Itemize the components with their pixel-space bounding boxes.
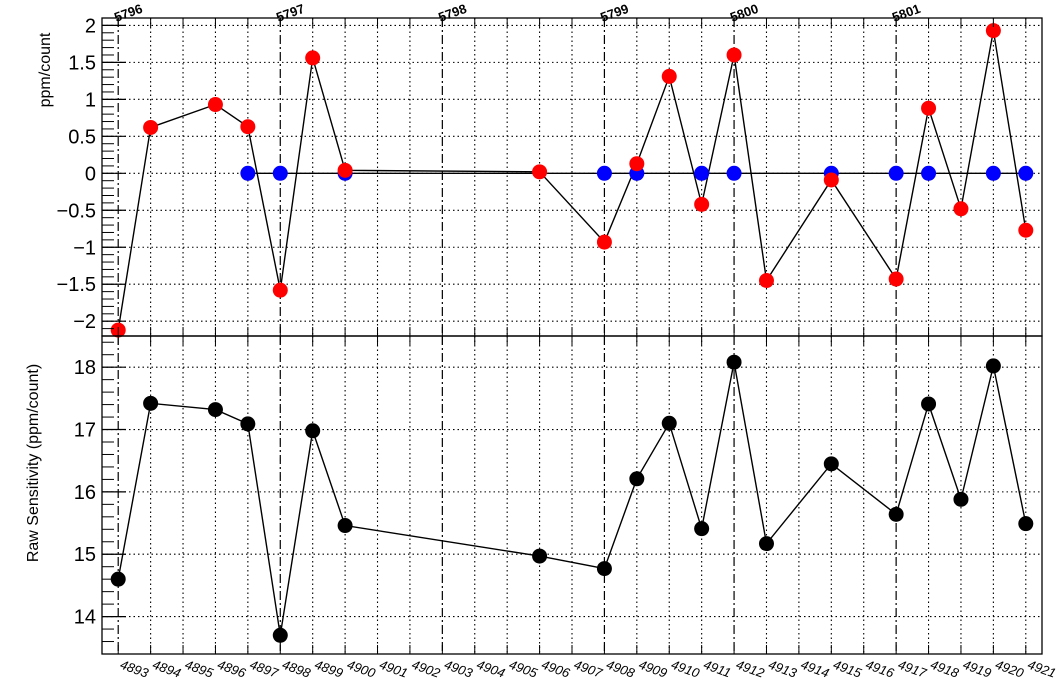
red-point	[953, 201, 969, 217]
red-point	[694, 196, 710, 212]
sensitivity-point	[240, 416, 256, 432]
blue-point	[888, 165, 904, 181]
sensitivity-point	[985, 358, 1001, 374]
red-point	[305, 50, 321, 66]
sensitivity-point	[661, 415, 677, 431]
sensitivity-point	[596, 561, 612, 577]
y-tick-label: −1.5	[57, 274, 96, 296]
red-point	[921, 100, 937, 116]
y-tick-label: 1	[85, 89, 96, 111]
sensitivity-point	[888, 506, 904, 522]
red-series-line	[117, 30, 1027, 331]
sensitivity-point	[726, 354, 742, 370]
blue-point	[240, 165, 256, 181]
sensitivity-point	[694, 521, 710, 537]
red-point	[888, 271, 904, 287]
blue-point	[726, 165, 742, 181]
sensitivity-point	[1018, 516, 1034, 532]
top-panel-data	[110, 23, 1034, 338]
sensitivity-point	[823, 456, 839, 472]
y-tick-label: 17	[74, 420, 96, 442]
bottom-panel-data	[110, 354, 1034, 643]
sensitivity-point	[207, 402, 223, 418]
y-tick-label: 1.5	[68, 52, 96, 74]
red-point	[207, 97, 223, 113]
blue-point	[596, 165, 612, 181]
sensitivity-point	[532, 548, 548, 564]
top-y-axis-title: ppm/count	[37, 32, 54, 107]
y-tick-label: 2	[85, 15, 96, 37]
red-point	[629, 156, 645, 172]
axes-frames	[101, 17, 1043, 655]
sensitivity-point	[272, 627, 288, 643]
blue-point	[985, 165, 1001, 181]
red-point	[758, 273, 774, 289]
sensitivity-point	[629, 471, 645, 487]
red-point	[726, 47, 742, 63]
sensitivity-point	[143, 395, 159, 411]
blue-point	[272, 165, 288, 181]
y-tick-label: 15	[74, 544, 96, 566]
y-tick-label: 14	[74, 607, 96, 629]
y-tick-label: −2	[73, 311, 96, 333]
blue-point	[921, 165, 937, 181]
y-tick-label: 18	[74, 357, 96, 379]
sensitivity-line	[117, 362, 1027, 636]
y-tick-label: 16	[74, 482, 96, 504]
red-point	[1018, 222, 1034, 238]
y-tick-label: 0	[85, 163, 96, 185]
blue-point	[1018, 165, 1034, 181]
red-point	[661, 68, 677, 84]
red-point	[240, 119, 256, 135]
sensitivity-point	[305, 423, 321, 439]
sensitivity-point	[758, 536, 774, 552]
sensitivity-point	[921, 396, 937, 412]
y-tick-label: 0.5	[68, 126, 96, 148]
y-tick-label: −0.5	[57, 200, 96, 222]
red-point	[272, 282, 288, 298]
red-point	[337, 162, 353, 178]
red-point	[823, 172, 839, 188]
bottom-y-axis-title: Raw Sensitivity (ppm/count)	[25, 364, 42, 562]
red-point	[596, 234, 612, 250]
sensitivity-point	[953, 491, 969, 507]
sensitivity-point	[110, 571, 126, 587]
red-point	[532, 164, 548, 180]
y-tick-label: −1	[73, 237, 96, 259]
red-point	[143, 119, 159, 135]
sensitivity-point	[337, 518, 353, 534]
blue-point	[694, 165, 710, 181]
red-point	[985, 23, 1001, 39]
